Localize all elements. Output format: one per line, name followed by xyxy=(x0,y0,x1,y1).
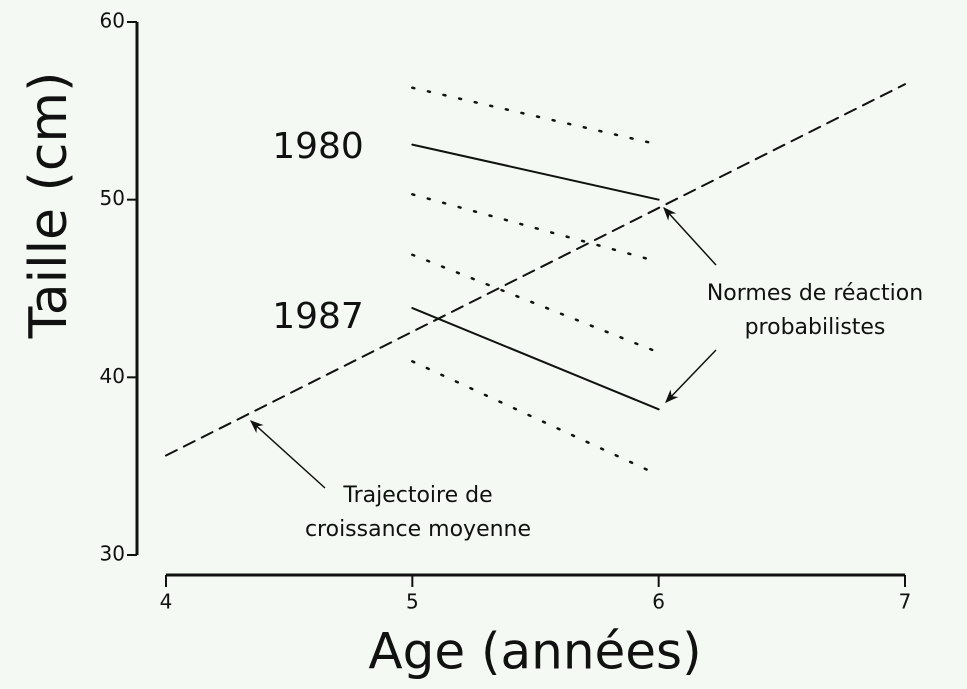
line-series xyxy=(165,83,906,457)
line-series xyxy=(411,193,660,264)
arrow xyxy=(663,207,717,266)
y-axis-label: Taille (cm) xyxy=(19,72,79,340)
x-tick-label: 4 xyxy=(160,590,173,614)
y-tick-label: 60 xyxy=(100,9,125,33)
line-series xyxy=(411,86,660,146)
arrow xyxy=(249,420,326,489)
line-series xyxy=(411,143,660,201)
arrow xyxy=(665,349,717,403)
x-tick-label: 6 xyxy=(652,590,665,614)
line-series xyxy=(411,307,660,411)
x-tick-label: 7 xyxy=(899,590,912,614)
annotation: Trajectoire de xyxy=(342,483,492,508)
y-tick-label: 50 xyxy=(100,186,125,210)
annotation: Normes de réaction xyxy=(707,281,923,306)
annotation: 1987 xyxy=(272,296,364,337)
annotation: 1980 xyxy=(272,126,364,167)
y-tick-label: 30 xyxy=(100,542,125,566)
annotation: croissance moyenne xyxy=(305,517,531,542)
line-series xyxy=(411,253,660,354)
y-tick-label: 40 xyxy=(100,364,125,388)
line-series xyxy=(411,360,660,477)
x-tick-label: 5 xyxy=(406,590,419,614)
x-axis-label: Age (années) xyxy=(368,623,701,681)
annotation: probabilistes xyxy=(745,315,886,340)
